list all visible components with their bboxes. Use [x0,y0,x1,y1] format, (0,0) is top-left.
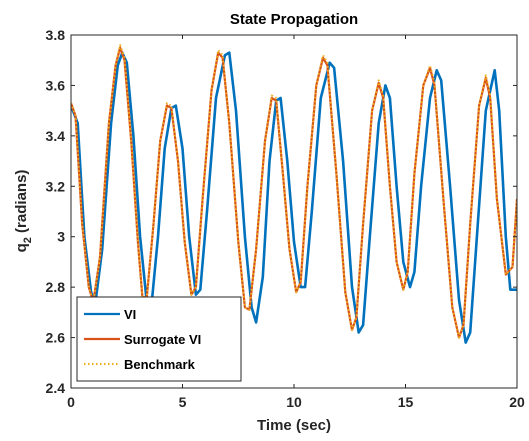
series-layer [71,44,517,344]
legend-label-surrogate-vi: Surrogate VI [124,332,201,347]
y-tick-label: 3.4 [46,128,66,144]
y-axis-label-rest: (radians) [13,170,30,238]
y-tick-label: 3.6 [46,77,66,93]
x-tick-label: 20 [509,394,525,410]
x-axis: 0 5 10 15 20 [67,35,525,410]
y-axis-label: q2 (radians) [13,170,34,253]
y-tick-label: 3 [57,229,65,245]
x-tick-label: 15 [398,394,414,410]
x-tick-label: 5 [179,394,187,410]
x-tick-label: 0 [67,394,75,410]
y-tick-label: 2.4 [46,380,66,396]
y-tick-label: 2.8 [46,279,66,295]
chart-title: State Propagation [230,11,358,28]
x-tick-label: 10 [286,394,302,410]
y-axis-label-subscript: 2 [22,237,34,243]
y-tick-label: 3.8 [46,27,66,43]
y-axis-label-main: q [13,243,30,252]
legend: VI Surrogate VI Benchmark [76,296,242,382]
y-tick-label: 2.6 [46,330,66,346]
y-tick-label: 3.2 [46,178,66,194]
x-axis-label: Time (sec) [257,417,331,434]
legend-label-benchmark: Benchmark [124,357,196,372]
legend-label-vi: VI [124,307,136,322]
y-axis: 2.4 2.6 2.8 3 3.2 3.4 3.6 3.8 [46,27,517,396]
series-line-vi [71,51,517,344]
